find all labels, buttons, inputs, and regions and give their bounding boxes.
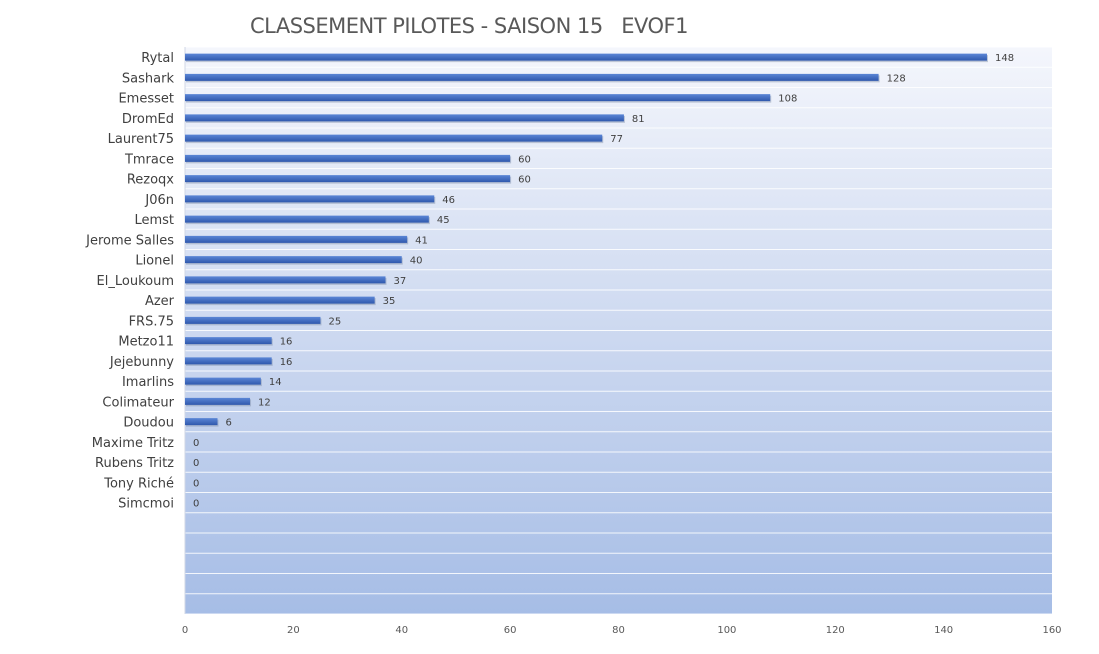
category-label: Doudou xyxy=(123,416,174,431)
category-label: Metzo11 xyxy=(118,335,174,350)
data-label: 0 xyxy=(193,438,199,449)
bar xyxy=(185,134,603,142)
data-label: 14 xyxy=(269,377,282,388)
category-label: DromEd xyxy=(122,112,174,127)
bar xyxy=(185,296,375,304)
data-label: 60 xyxy=(518,154,531,165)
category-label: El_Loukoum xyxy=(97,274,174,289)
data-label: 77 xyxy=(610,134,623,145)
bar xyxy=(185,418,218,426)
category-label: Imarlins xyxy=(122,375,174,390)
x-tick-label: 100 xyxy=(717,625,736,636)
x-tick-label: 60 xyxy=(504,625,517,636)
bar xyxy=(185,53,987,61)
category-label: Maxime Tritz xyxy=(92,436,174,451)
bar xyxy=(185,215,429,223)
bar xyxy=(185,377,261,385)
bar xyxy=(185,154,511,162)
data-label: 40 xyxy=(410,256,423,267)
bar xyxy=(185,235,408,243)
bar xyxy=(185,337,272,345)
category-label: Emesset xyxy=(118,92,174,107)
data-label: 12 xyxy=(258,397,271,408)
bar xyxy=(185,114,624,122)
data-label: 128 xyxy=(887,73,906,84)
category-label: Lionel xyxy=(135,254,174,269)
category-label: Laurent75 xyxy=(108,132,174,147)
x-tick-label: 0 xyxy=(182,625,188,636)
x-tick-label: 160 xyxy=(1042,625,1061,636)
category-label: Lemst xyxy=(134,213,174,228)
category-label: Azer xyxy=(145,294,175,309)
x-tick-label: 80 xyxy=(612,625,625,636)
data-label: 148 xyxy=(995,53,1014,64)
data-label: 0 xyxy=(193,458,199,469)
data-label: 37 xyxy=(393,276,406,287)
bar xyxy=(185,73,879,81)
category-label: Rezoqx xyxy=(127,173,174,188)
category-label: Colimateur xyxy=(102,395,174,410)
category-label: Simcmoi xyxy=(118,497,174,512)
data-label: 25 xyxy=(328,316,341,327)
bar xyxy=(185,195,435,203)
category-label: Rubens Tritz xyxy=(95,456,174,471)
category-label: Tmrace xyxy=(124,152,174,167)
bar xyxy=(185,316,321,324)
data-label: 81 xyxy=(632,114,645,125)
data-label: 0 xyxy=(193,478,199,489)
category-label: Rytal xyxy=(141,51,174,66)
data-label: 45 xyxy=(437,215,450,226)
bar xyxy=(185,256,402,264)
bar xyxy=(185,357,272,365)
category-label: J06n xyxy=(144,193,174,208)
data-label: 41 xyxy=(415,235,428,246)
x-tick-label: 40 xyxy=(395,625,408,636)
data-label: 60 xyxy=(518,175,531,186)
category-label: FRS.75 xyxy=(129,314,174,329)
bar xyxy=(185,397,251,405)
category-label: Jejebunny xyxy=(109,355,174,370)
bar xyxy=(185,175,511,183)
category-label: Jerome Salles xyxy=(85,233,174,248)
category-label: Tony Riché xyxy=(103,476,174,491)
category-label: Sashark xyxy=(122,71,175,86)
data-label: 0 xyxy=(193,499,199,510)
x-tick-label: 120 xyxy=(826,625,845,636)
data-label: 16 xyxy=(280,337,293,348)
data-label: 6 xyxy=(226,418,232,429)
data-label: 35 xyxy=(383,296,396,307)
data-label: 16 xyxy=(280,357,293,368)
x-tick-label: 20 xyxy=(287,625,300,636)
bar xyxy=(185,276,386,284)
data-label: 108 xyxy=(778,94,797,105)
chart-title: CLASSEMENT PILOTES - SAISON 15 EVOF1 xyxy=(250,14,688,38)
bar xyxy=(185,94,771,102)
data-label: 46 xyxy=(442,195,455,206)
x-tick-label: 140 xyxy=(934,625,953,636)
